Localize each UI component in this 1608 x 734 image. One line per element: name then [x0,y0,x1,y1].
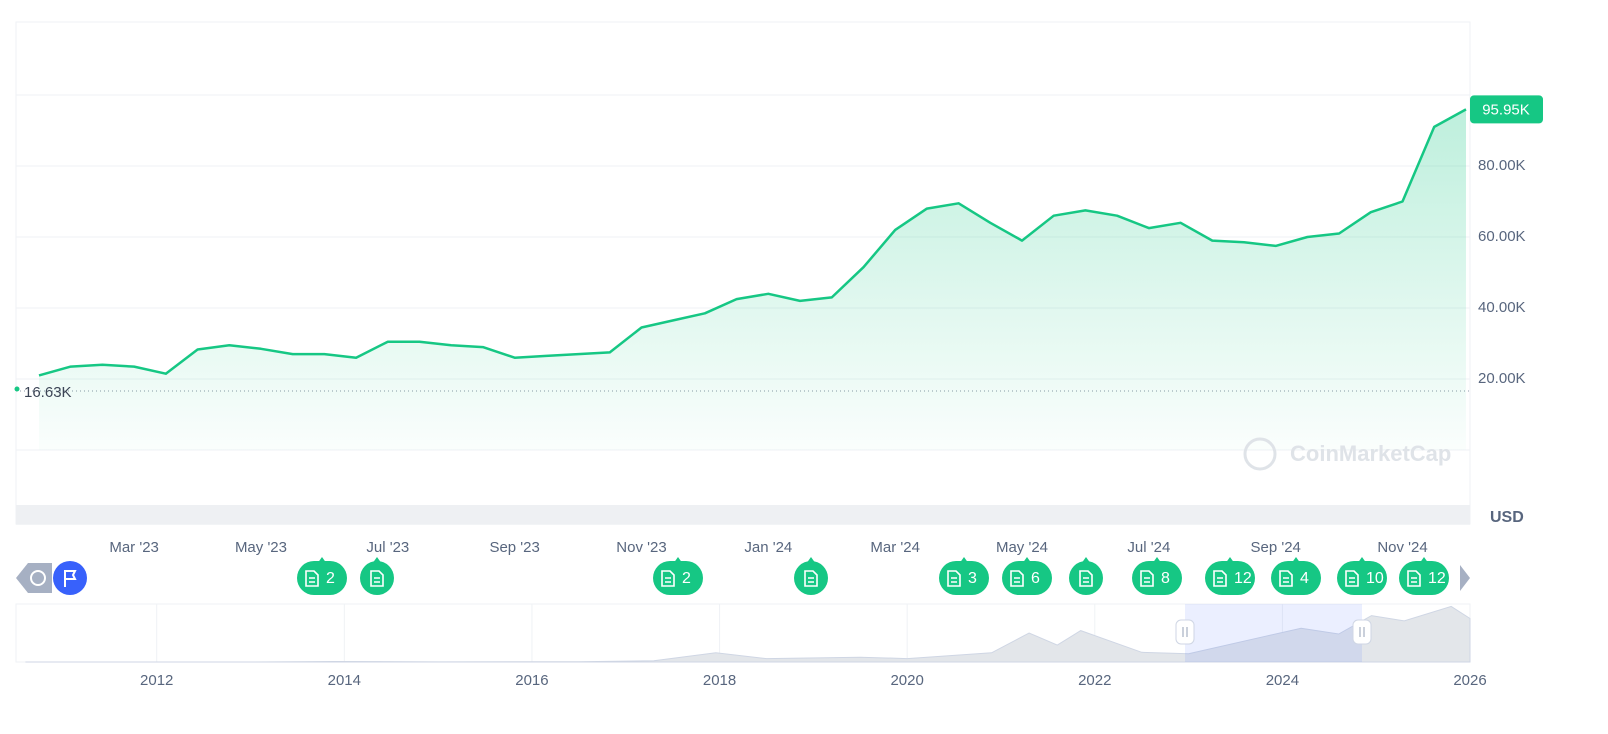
event-badge[interactable]: 12 [1399,557,1449,595]
low-dot [14,386,20,392]
navigator-handle[interactable] [1352,619,1372,645]
doc-icon [1407,570,1421,587]
navigator: 2012 2014 2016 2018 2020 2022 2024 2026 [15,603,1487,689]
axis-labels: 20.00K 40.00K 60.00K 80.00K Mar '23 May '23 Ju… [109,157,1525,556]
doc-icon [661,570,675,587]
x-tick-label: Sep '23 [489,539,539,556]
event-badge[interactable]: 2 [297,557,347,595]
navigator-tick-label: 2018 [703,672,736,689]
event-pill [939,561,989,595]
doc-icon [1279,570,1293,587]
watermark-logo [1243,437,1277,471]
volume-shade [16,505,1470,524]
navigator-handle[interactable] [1175,619,1195,645]
event-badge[interactable]: 6 [1002,557,1052,595]
navigator-tick-label: 2012 [140,672,173,689]
currency: USD [1490,509,1524,526]
doc-icon [1140,570,1154,587]
event-badge[interactable] [1069,557,1103,595]
doc-icon [947,570,961,587]
event-pill [297,561,347,595]
navigator-tick-label: 2016 [515,672,548,689]
event-pill [1271,561,1321,595]
navigator-tick-label: 2026 [1453,672,1486,689]
event-badge[interactable]: 12 [1205,557,1255,595]
x-tick-label: Mar '23 [109,539,159,556]
volume-area [16,505,1470,524]
plot [16,108,1470,451]
event-count: 12 [1234,570,1252,587]
x-tick-label: Nov '23 [616,539,666,556]
doc-icon [804,570,818,587]
price-area [39,109,1466,451]
events: 2 2 3 6 8 12 4 10 12 [297,557,1449,595]
x-tick-label: May '24 [996,539,1048,556]
x-tick-label: Sep '24 [1250,539,1300,556]
handle-grip [1182,627,1188,637]
event-count: 12 [1428,570,1446,587]
event-count: 4 [1300,570,1309,587]
navigator-area [25,605,1471,663]
event-badge[interactable]: 2 [653,557,703,595]
navigator-selection [1185,604,1362,662]
history-button[interactable] [25,565,51,591]
doc-icon [1345,570,1359,587]
event-badge[interactable]: 4 [1271,557,1321,595]
y-tick-label: 40.00K [1478,299,1526,316]
x-tick-label: May '23 [235,539,287,556]
x-tick-label: Nov '24 [1377,539,1427,556]
event-badge[interactable] [794,557,828,595]
history-icon [30,570,46,586]
event-count: 2 [326,570,335,587]
event-badge[interactable]: 10 [1337,557,1387,595]
handle-grip [1359,627,1365,637]
doc-icon [1213,570,1227,587]
price-line [38,108,1467,377]
x-tick-label: Jul '23 [366,539,409,556]
event-pill [1002,561,1052,595]
navigator-tick-label: 2024 [1266,672,1299,689]
doc-icon [305,570,319,587]
doc-icon [1010,570,1024,587]
event-badge[interactable] [360,557,394,595]
x-tick-label: Jan '24 [744,539,792,556]
current-price-tag [1470,95,1543,124]
event-badge[interactable]: 3 [939,557,989,595]
watermark: CoinMarketCap [1290,441,1451,466]
navigator-tick-label: 2022 [1078,672,1111,689]
event-count: 2 [682,570,691,587]
navigator-tick-label: 2020 [890,672,923,689]
controls-right [1460,565,1470,591]
event-count: 10 [1366,570,1384,587]
event-count: 6 [1031,570,1040,587]
current-price-label: 95.95K [1482,101,1530,118]
x-tick-label: Mar '24 [870,539,920,556]
doc-icon [370,570,384,587]
y-tick-label: 20.00K [1478,370,1526,387]
event-count: 3 [968,570,977,587]
event-badge[interactable]: 8 [1132,557,1182,595]
low-label: 16.63K [24,384,72,401]
y-tick-label: 60.00K [1478,228,1526,245]
event-pill [1132,561,1182,595]
x-tick-label: Jul '24 [1127,539,1170,556]
event-count: 8 [1161,570,1170,587]
y-tick-label: 80.00K [1478,157,1526,174]
event-pill [653,561,703,595]
doc-icon [1079,570,1093,587]
flag-icon [64,570,77,587]
navigator-tick-label: 2014 [328,672,361,689]
